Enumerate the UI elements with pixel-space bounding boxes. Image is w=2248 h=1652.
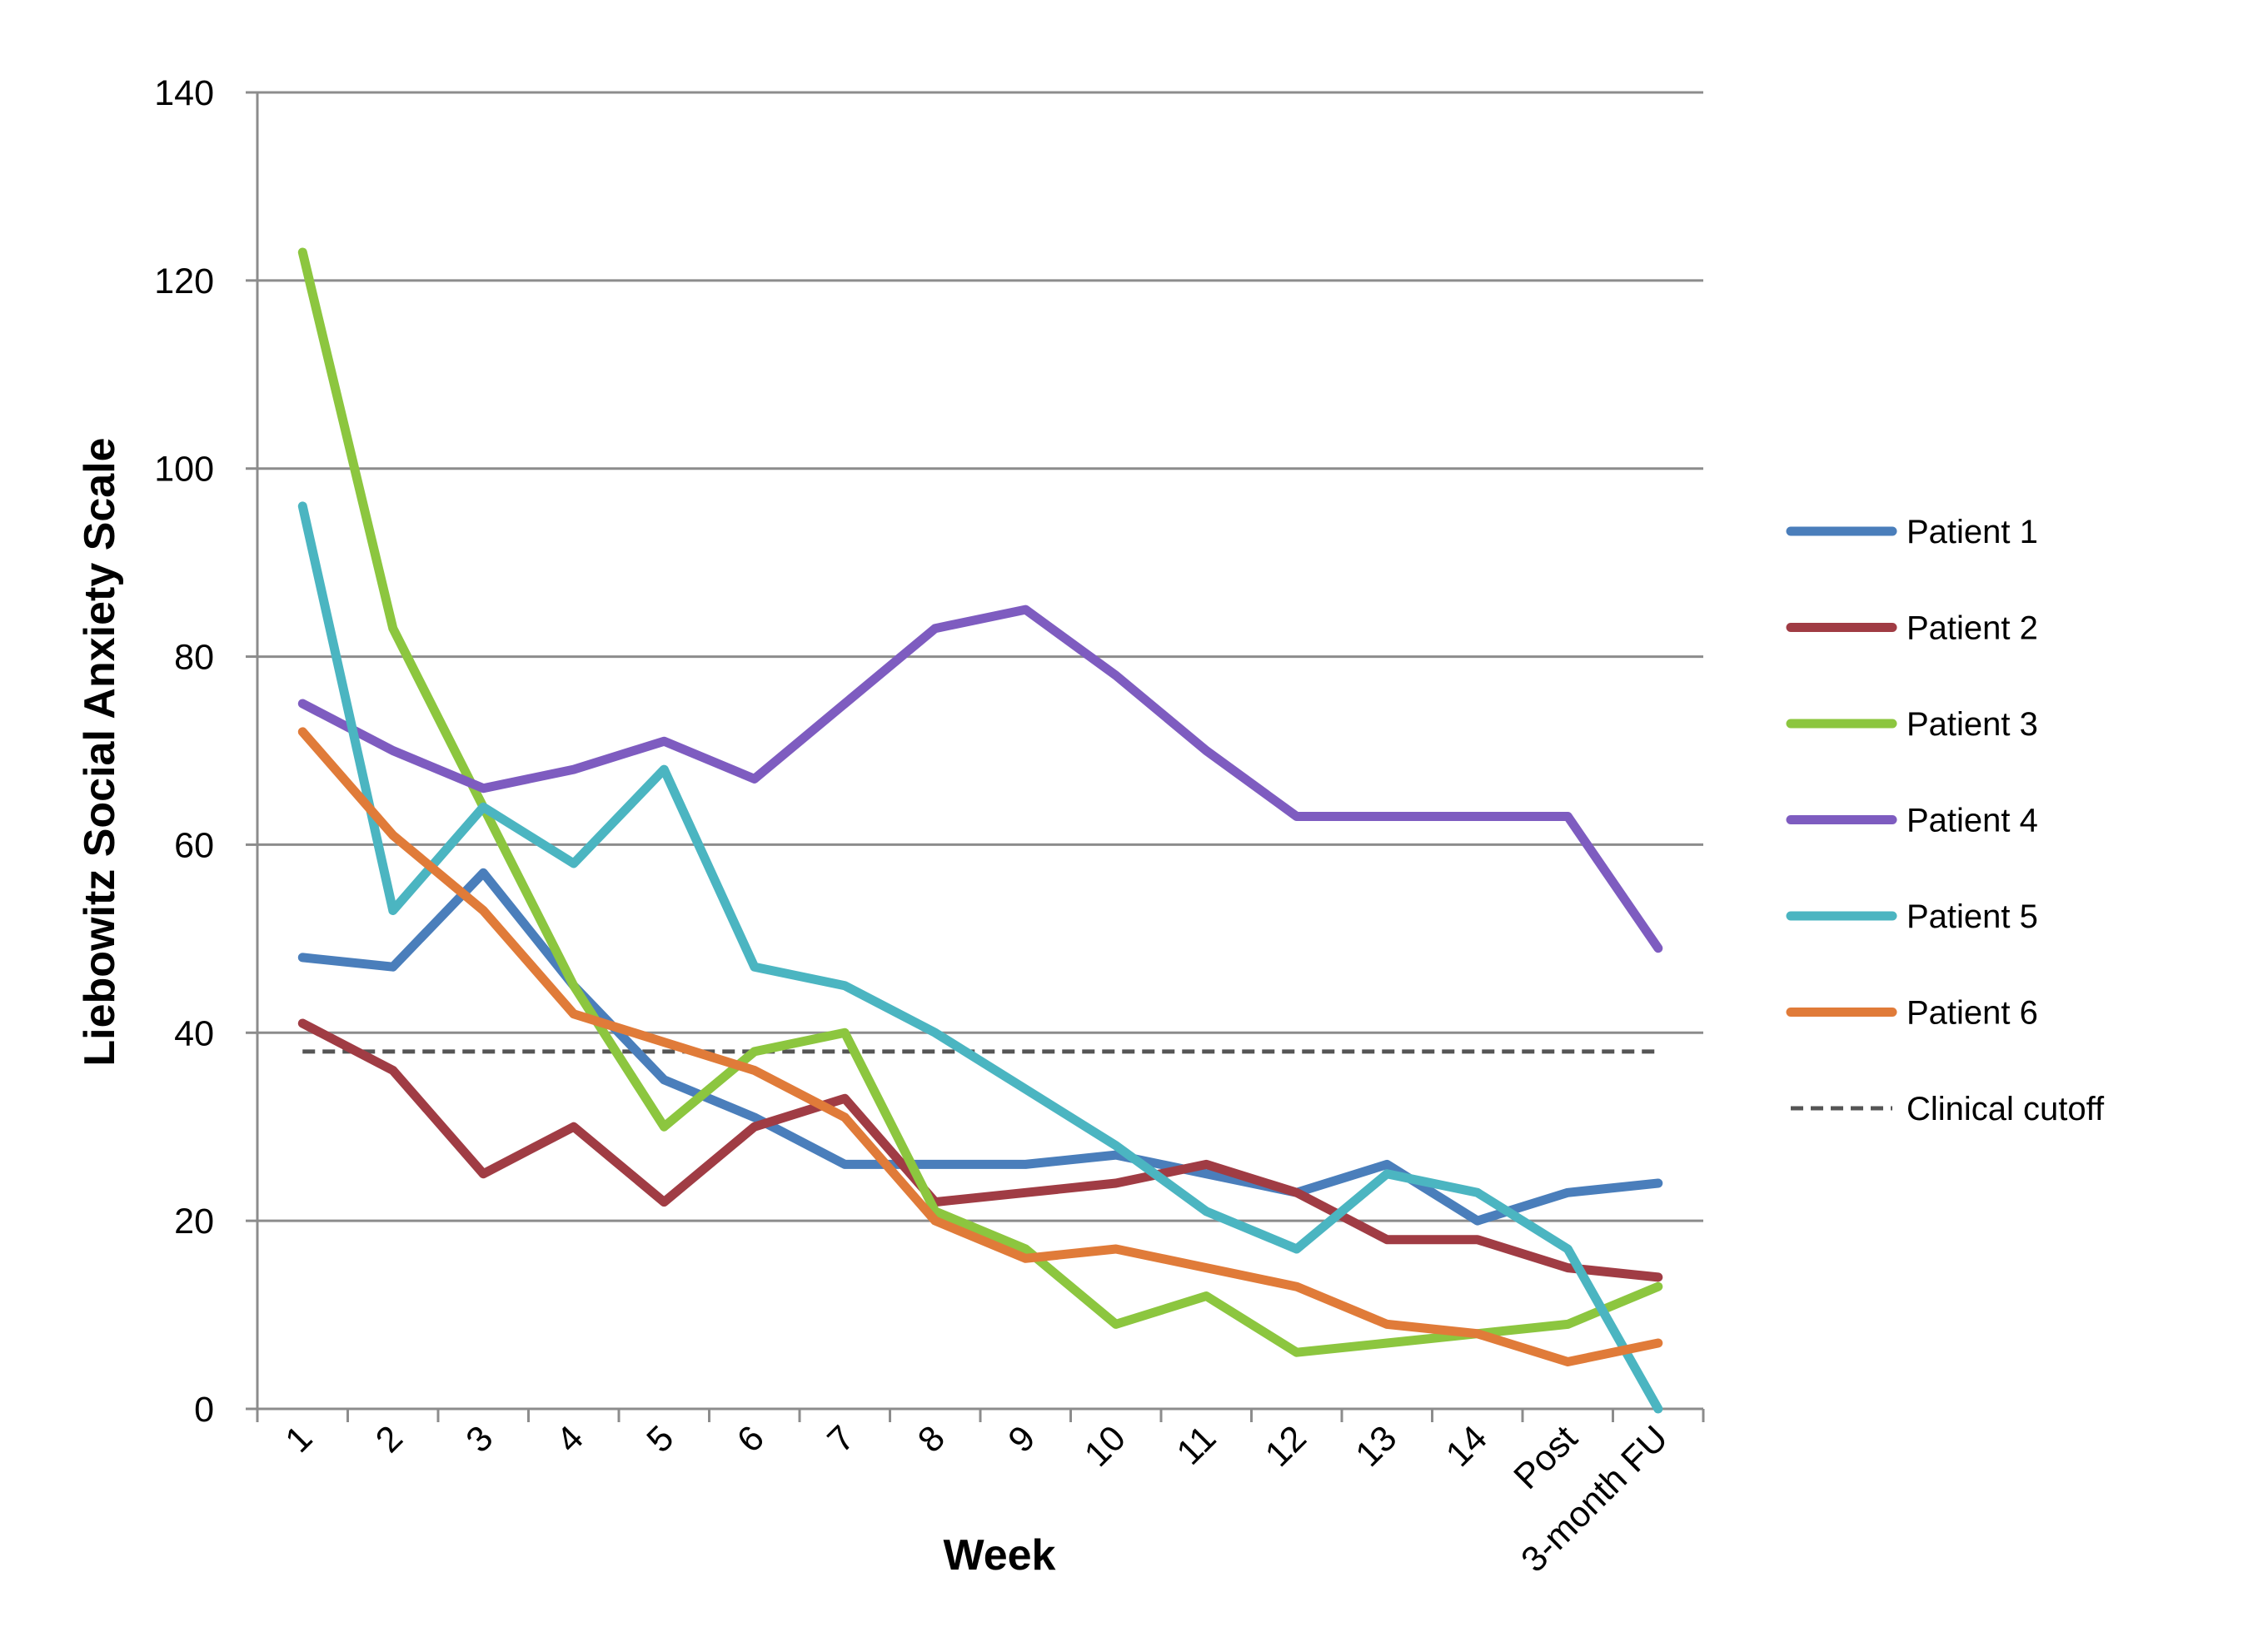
- x-tick-label: 8: [910, 1418, 953, 1460]
- axes: [246, 91, 1705, 1422]
- legend-label: Patient 1: [1907, 514, 2038, 550]
- legend-label: Patient 5: [1907, 898, 2038, 935]
- legend-label: Patient 3: [1907, 706, 2038, 743]
- legend-label: Patient 6: [1907, 995, 2038, 1032]
- series-line-patient-2: [297, 1018, 1663, 1282]
- y-axis-title: Liebowitz Social Anxiety Scale: [76, 437, 124, 1066]
- x-tick-label: 10: [1077, 1418, 1134, 1475]
- legend-label: Patient 2: [1907, 610, 2038, 647]
- x-tick-label: 14: [1438, 1418, 1495, 1475]
- y-tick-label: 140: [154, 73, 214, 113]
- x-tick-label: Post: [1507, 1418, 1586, 1497]
- y-tick-label: 80: [174, 638, 214, 678]
- x-tick-label: 3: [458, 1418, 501, 1460]
- y-tick-label: 40: [174, 1013, 214, 1053]
- x-tick-label: 12: [1258, 1418, 1314, 1475]
- y-tick-label: 100: [154, 450, 214, 490]
- x-tick-label: 9: [1000, 1418, 1043, 1460]
- series-line-patient-6: [297, 727, 1663, 1366]
- y-tick-label: 60: [174, 825, 214, 865]
- x-tick-label: 1: [277, 1418, 320, 1460]
- x-tick-label: 6: [730, 1418, 772, 1460]
- legend-label: Clinical cutoff: [1907, 1091, 2105, 1127]
- x-tick-label: 4: [549, 1418, 591, 1460]
- y-tick-label: 120: [154, 261, 214, 301]
- x-tick-label: 5: [639, 1418, 681, 1460]
- x-tick-label: 7: [820, 1418, 862, 1460]
- series-lines: [297, 247, 1663, 1414]
- y-tick-labels: 0 20 40 60 80 100 120 140: [154, 73, 214, 1430]
- series-line-patient-5: [297, 501, 1663, 1414]
- legend-label: Patient 4: [1907, 803, 2038, 839]
- x-tick-label: 13: [1348, 1418, 1405, 1475]
- y-tick-label: 0: [194, 1390, 214, 1430]
- x-axis-title: Week: [944, 1531, 1056, 1580]
- x-tick-label: 11: [1169, 1418, 1224, 1473]
- legend: Patient 1 Patient 2 Patient 3 Patient 4 Pati…: [1786, 514, 2105, 1127]
- series-line-patient-3: [297, 247, 1663, 1357]
- series-line-patient-4: [297, 605, 1663, 953]
- y-tick-label: 20: [174, 1202, 214, 1241]
- x-tick-label: 2: [368, 1418, 411, 1460]
- series-line-patient-1: [297, 868, 1663, 1226]
